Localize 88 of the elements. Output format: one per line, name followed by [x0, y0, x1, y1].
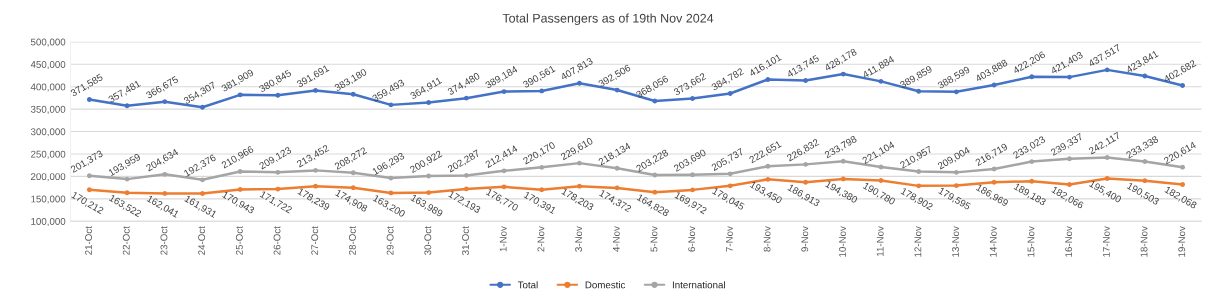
y-tick-label: 200,000 [31, 173, 66, 182]
y-tick-label: 300,000 [30, 128, 66, 137]
point [652, 98, 658, 104]
y-tick-label: 500,000 [30, 38, 66, 47]
point [690, 172, 695, 178]
x-tick-label: 15-Nov [1027, 226, 1035, 257]
point [1180, 164, 1185, 170]
x-tick-label: 31-Oct [462, 226, 469, 255]
point [840, 158, 846, 164]
y-tick-label: 150,000 [31, 195, 66, 204]
point [313, 88, 318, 93]
point [652, 172, 658, 178]
x-tick-label: 22-Oct [122, 226, 130, 255]
point [539, 88, 545, 94]
point [1067, 182, 1072, 187]
point [614, 165, 620, 171]
x-tick-label: 29-Oct [386, 226, 394, 255]
x-tick-label: 8-Nov [763, 226, 771, 252]
point [350, 91, 356, 97]
point [953, 89, 959, 95]
point [803, 179, 809, 185]
x-tick-label: 7-Nov [726, 226, 733, 252]
y-tick-label: 400,000 [30, 83, 66, 92]
x-tick-label: 10-Nov [839, 226, 846, 257]
x-tick-label: 28-Oct [348, 226, 356, 255]
point [1180, 83, 1185, 88]
x-tick-label: 16-Nov [1065, 226, 1073, 257]
point [916, 169, 922, 174]
x-tick-label: 17-Nov [1102, 226, 1110, 257]
point [86, 97, 92, 102]
x-tick-label: 27-Oct [311, 226, 319, 255]
x-tick-label: 25-Oct [235, 226, 243, 255]
point [953, 183, 959, 188]
x-tick-label: 5-Nov [650, 226, 658, 252]
point [200, 177, 205, 183]
point [576, 160, 582, 166]
x-tick-label: 23-Oct [160, 226, 168, 255]
x-tick-label: 9-Nov [801, 226, 809, 252]
x-tick-label: 30-Oct [424, 226, 432, 255]
point [1029, 74, 1035, 80]
point [200, 191, 205, 196]
x-tick-label: 14-Nov [989, 226, 997, 257]
point [690, 96, 695, 101]
legend-label: Total [517, 281, 538, 289]
y-tick-label: 100,000 [31, 217, 66, 227]
point [162, 191, 168, 196]
x-tick-label: 24-Oct [198, 226, 206, 255]
x-tick-label: 6-Nov [688, 226, 696, 252]
point [1067, 156, 1072, 162]
point [1029, 159, 1035, 165]
x-tick-label: 3-Nov [575, 226, 583, 252]
x-tick-label: 26-Oct [273, 226, 281, 255]
point [727, 91, 733, 96]
x-tick-label: 19-Nov [1178, 226, 1186, 257]
x-tick-label: 18-Nov [1140, 226, 1148, 257]
y-tick-label: 350,000 [30, 105, 66, 114]
point [426, 100, 432, 105]
point [200, 104, 205, 110]
x-tick-label: 12-Nov [914, 226, 922, 257]
legend-label: International [672, 281, 725, 289]
point [237, 92, 243, 98]
x-tick-label: 11-Nov [876, 226, 884, 256]
point [803, 78, 809, 83]
point [426, 190, 432, 195]
x-tick-label: 4-Nov [612, 226, 620, 252]
legend-label: Domestic [585, 281, 626, 289]
point [727, 171, 733, 177]
x-tick-label: 1-Nov [499, 226, 507, 252]
point [765, 163, 771, 169]
y-tick-label: 450,000 [30, 61, 66, 70]
point [86, 173, 92, 179]
point [237, 187, 243, 192]
x-tick-label: 21-Oct [85, 226, 92, 255]
point [1142, 159, 1148, 164]
point [350, 170, 356, 176]
point [576, 80, 582, 86]
point [1180, 182, 1185, 187]
point [275, 92, 281, 98]
point [124, 103, 130, 109]
point [916, 88, 922, 94]
x-tick-label: 2-Nov [537, 226, 545, 252]
point [1104, 176, 1110, 181]
x-tick-label: 13-Nov [952, 226, 959, 257]
point [840, 71, 846, 77]
y-tick-label: 250,000 [31, 150, 66, 159]
point [162, 99, 168, 105]
chart-title: Total Passengers as of 19th Nov 2024 [502, 13, 714, 26]
point [463, 95, 469, 101]
